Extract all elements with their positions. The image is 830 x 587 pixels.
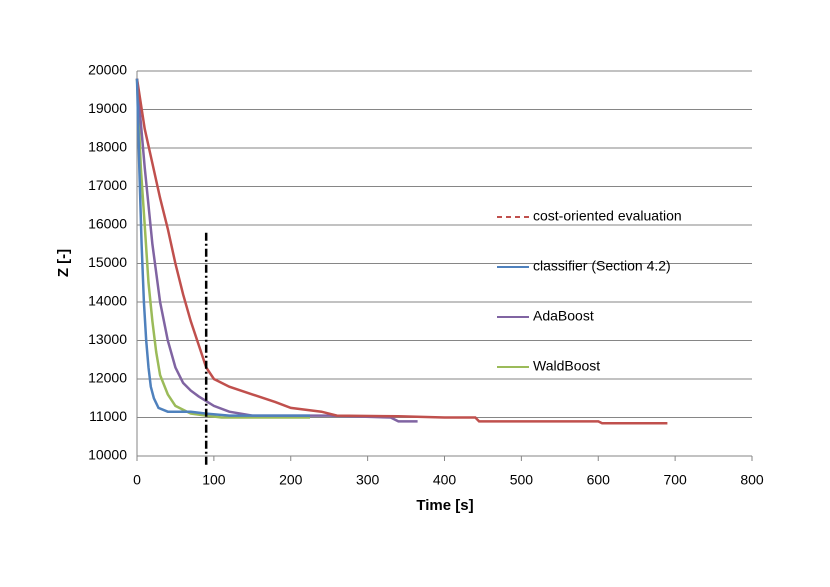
x-tick-label: 200	[279, 472, 303, 488]
y-tick-label: 13000	[88, 331, 127, 347]
series-line	[135, 78, 668, 425]
y-tick-label: 20000	[88, 62, 127, 78]
x-tick-label: 100	[202, 472, 226, 488]
x-tick-label: 600	[587, 472, 611, 488]
x-tick-label: 500	[510, 472, 534, 488]
x-tick-label: 800	[740, 472, 764, 488]
y-tick-label: 17000	[88, 177, 127, 193]
legend-label: classifier (Section 4.2)	[533, 258, 671, 274]
legend-label: cost-oriented evaluation	[533, 208, 682, 224]
y-tick-label: 18000	[88, 139, 127, 155]
series-line	[135, 78, 418, 423]
y-tick-label: 12000	[88, 370, 127, 386]
y-tick-label: 10000	[88, 447, 127, 463]
y-tick-label: 11000	[89, 408, 127, 424]
x-tick-label: 300	[356, 472, 380, 488]
legend-label: AdaBoost	[533, 308, 594, 324]
y-tick-label: 14000	[88, 293, 127, 309]
y-axis-title: Z [-]	[55, 249, 72, 277]
x-tick-label: 700	[663, 472, 687, 488]
y-tick-label: 19000	[88, 100, 127, 116]
legend-label: WaldBoost	[533, 358, 600, 374]
x-tick-label: 0	[133, 472, 141, 488]
x-tick-label: 400	[433, 472, 457, 488]
series-line	[135, 78, 310, 417]
y-tick-label: 16000	[88, 216, 127, 232]
y-tick-label: 15000	[88, 254, 127, 270]
series-line	[135, 78, 310, 419]
x-axis-title: Time [s]	[416, 497, 473, 514]
